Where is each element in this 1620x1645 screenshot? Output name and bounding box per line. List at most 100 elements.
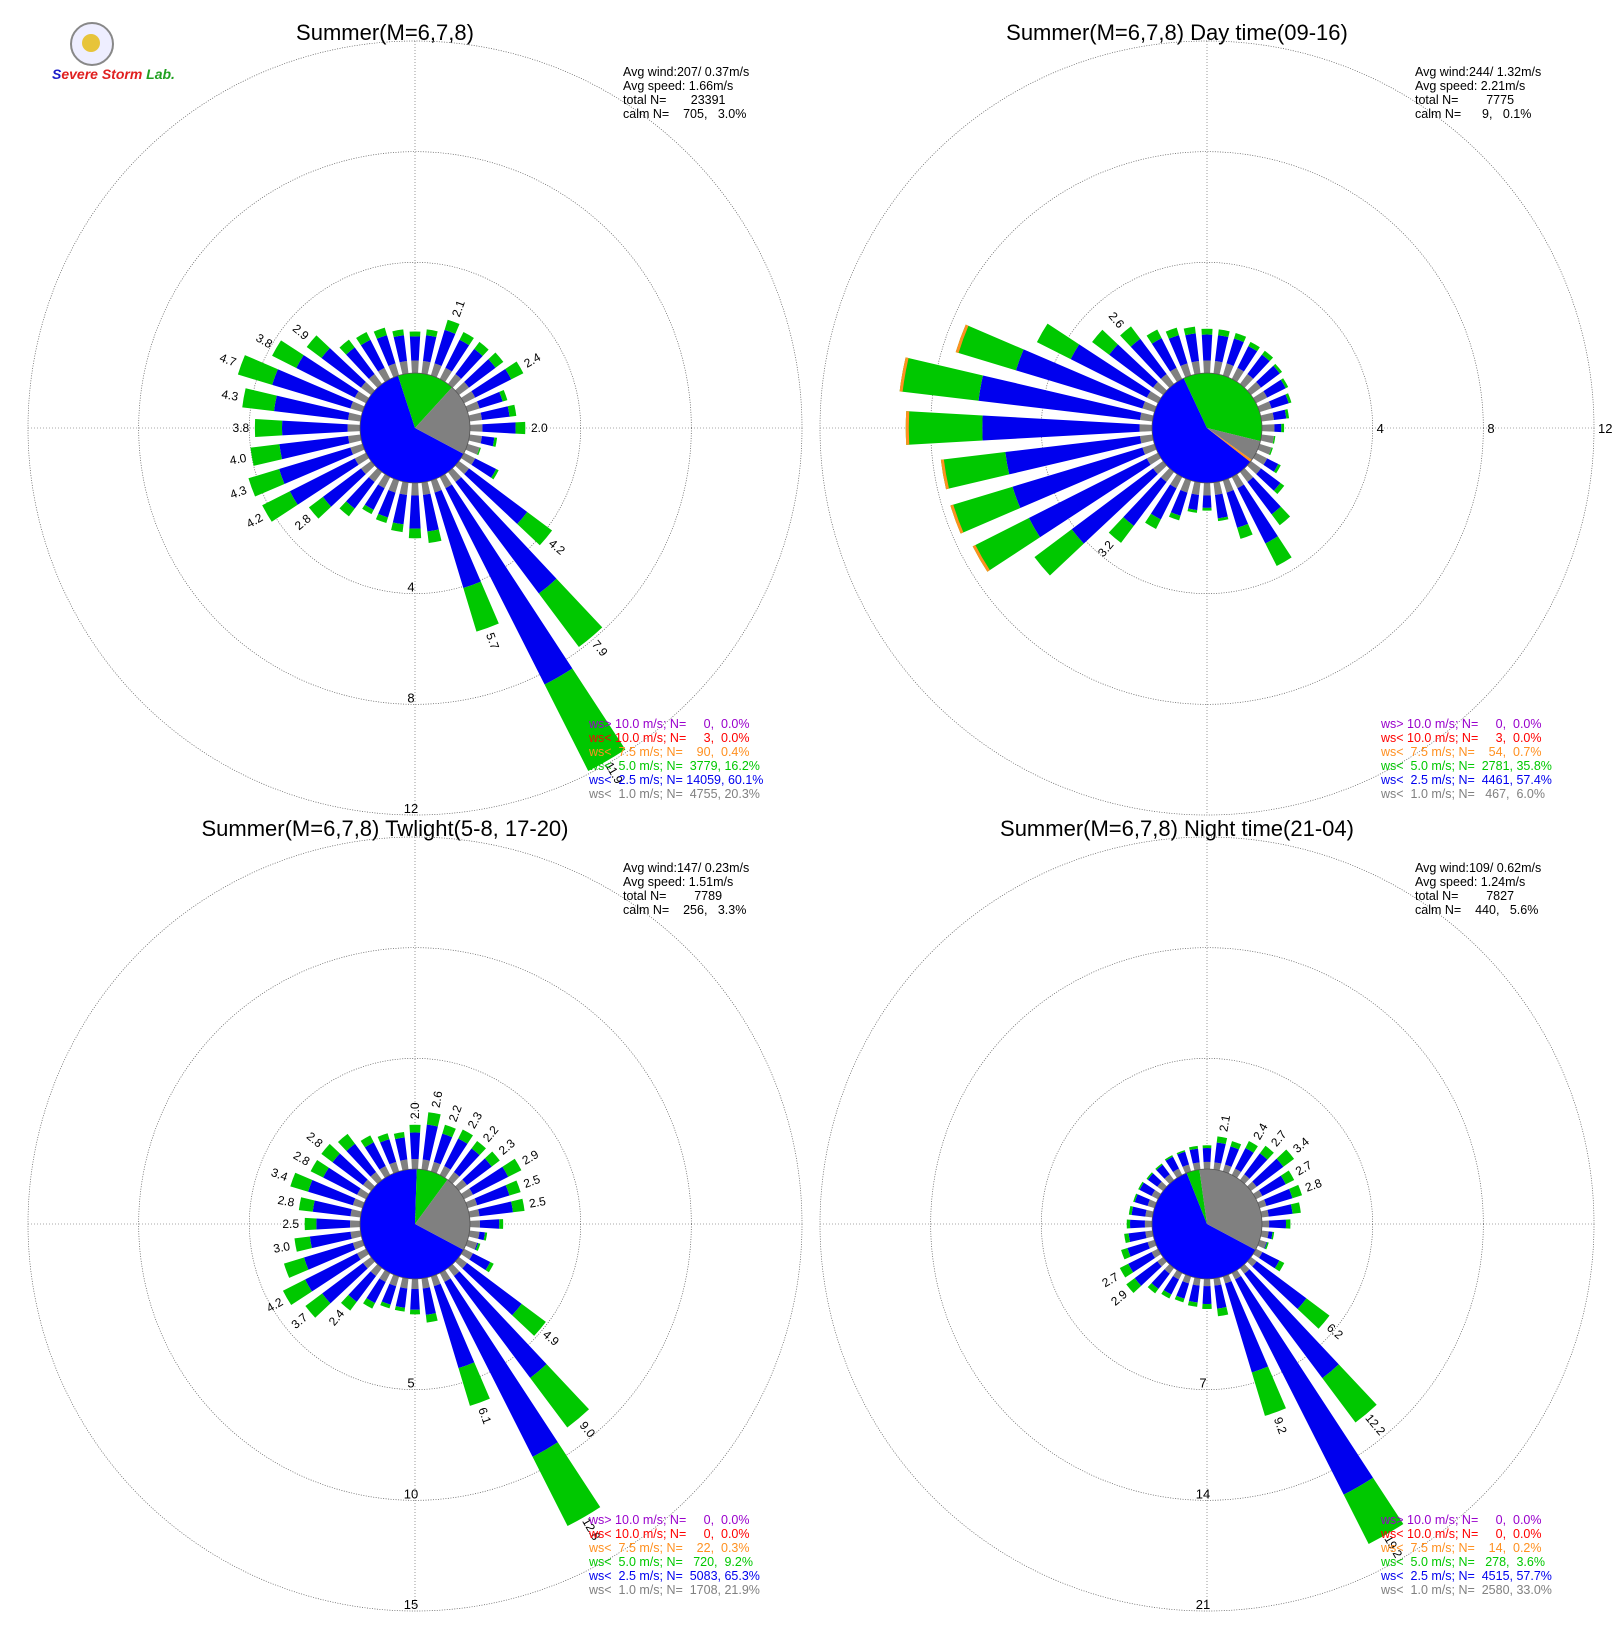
calm-pie-slice: [1207, 428, 1252, 462]
petal-segment-green: [248, 469, 285, 497]
petal-segment-blue: [309, 1231, 352, 1249]
petal-segment-green: [282, 1279, 312, 1306]
petal-segment-green: [1322, 1364, 1377, 1423]
petal-segment-green: [483, 1232, 488, 1241]
petal-segment-calm: [1261, 1220, 1270, 1228]
ring-5: [248, 1057, 582, 1391]
petal-segment-green: [484, 1151, 500, 1167]
petal-segment-green: [442, 1124, 456, 1138]
petal-segment-blue: [1252, 1261, 1307, 1310]
petal-value-label: 2.1: [1216, 1114, 1233, 1133]
petal-segment-green: [459, 331, 474, 346]
petal-segment-green: [380, 1301, 391, 1309]
petal-value-label: 6.1: [475, 1405, 494, 1426]
petal-segment-blue: [289, 458, 359, 505]
petal-segment-calm: [1192, 1162, 1201, 1171]
petal-segment-calm: [1152, 381, 1167, 396]
petal-segment-blue: [1134, 1194, 1150, 1207]
legend-entry: ws< 5.0 m/s; N= 2781, 35.8%: [1380, 759, 1552, 773]
petal-segment-calm: [411, 482, 419, 496]
petal-segment-calm: [447, 1171, 460, 1184]
petal-value-label: 4.2: [264, 1295, 286, 1316]
petal-segment-blue: [1109, 344, 1158, 388]
petal-segment-blue: [422, 1287, 436, 1315]
petal-segment-calm: [362, 1256, 375, 1269]
legend-entry: ws> 10.0 m/s; N= 0, 0.0%: [588, 717, 750, 731]
petal-segment-blue: [480, 406, 510, 421]
petal-segment-green: [499, 1219, 504, 1229]
petal-value-label: 5.7: [483, 631, 502, 652]
legend-entry: ws> 10.0 m/s; N= 0, 0.0%: [1380, 1513, 1542, 1527]
petal-segment-blue: [1202, 1286, 1212, 1305]
petal-segment-blue: [378, 489, 396, 518]
petal-segment-green: [1133, 1193, 1138, 1203]
petal-segment-green: [475, 1243, 481, 1251]
petal-segment-calm: [1170, 367, 1183, 382]
petal-segment-green: [530, 1364, 590, 1428]
petal-segment-green: [254, 419, 283, 437]
petal-segment-green: [1289, 1184, 1303, 1199]
stats-line: calm N= 256, 3.3%: [623, 903, 746, 917]
petal-segment-green: [394, 1306, 406, 1312]
petal-segment-calm: [1139, 424, 1153, 432]
petal-segment-green: [1108, 517, 1134, 543]
petal-segment-blue: [1263, 458, 1279, 472]
petal-segment-green: [425, 1313, 438, 1323]
legend-entry: ws< 7.5 m/s; N= 54, 0.7%: [1380, 745, 1542, 759]
petal-segment-green: [463, 581, 499, 632]
ring-label: 4: [1377, 421, 1384, 436]
petal-segment-green: [476, 447, 481, 456]
petal-segment-blue: [1258, 1175, 1286, 1196]
petal-segment-calm: [447, 1264, 460, 1277]
petal-segment-calm: [430, 478, 442, 493]
petal-segment-green: [1271, 1231, 1275, 1240]
stats-line: total N= 7775: [1415, 93, 1514, 107]
petal-value-label: 9.0: [577, 1419, 599, 1441]
petal-segment-blue: [1005, 435, 1142, 475]
petal-segment-green: [321, 1143, 340, 1163]
petal-segment-green: [1201, 328, 1213, 335]
legend-entry: ws< 1.0 m/s; N= 2580, 33.0%: [1380, 1583, 1552, 1597]
petal-segment-calm: [465, 443, 480, 455]
legend-entry: ws> 10.0 m/s; N= 0, 0.0%: [588, 1513, 750, 1527]
petal-segment-blue: [1130, 338, 1167, 379]
petal-segment-blue: [305, 1253, 361, 1292]
petal-segment-green: [1202, 507, 1212, 511]
petal-segment-blue: [410, 1288, 420, 1310]
petal-segment-calm: [1151, 1189, 1161, 1200]
petal-segment-blue: [479, 1219, 500, 1229]
petal-value-label: 2.3: [465, 1109, 486, 1131]
petal-segment-calm: [411, 1159, 419, 1170]
petal-segment-blue: [480, 435, 495, 447]
petal-segment-green: [1119, 1263, 1134, 1278]
petal-segment-calm: [1144, 1220, 1153, 1228]
petal-value-label: 3.7: [289, 1310, 311, 1332]
petal-segment-green: [1189, 1145, 1199, 1151]
petal-segment-calm: [1257, 443, 1272, 455]
petal-segment-orange: [905, 411, 910, 445]
university-seal-icon: [70, 22, 114, 66]
legend-entry: ws< 5.0 m/s; N= 278, 3.6%: [1380, 1555, 1545, 1569]
petal-segment-calm: [350, 1220, 361, 1228]
petal-value-label: 6.2: [1324, 1321, 1346, 1343]
petal-segment-blue: [392, 493, 408, 525]
petal-segment-calm: [1231, 367, 1244, 382]
petal-segment-calm: [378, 367, 391, 382]
petal-value-label: 3.8: [233, 421, 250, 435]
petal-value-label: 2.8: [304, 1129, 326, 1151]
petal-segment-calm: [1261, 424, 1275, 432]
petal-segment-blue: [1264, 1241, 1268, 1249]
petal-segment-blue: [1267, 1204, 1293, 1217]
petal-segment-blue: [1151, 1269, 1170, 1289]
petal-segment-calm: [1203, 1161, 1211, 1170]
petal-segment-calm: [1170, 474, 1183, 489]
windrose-panel-1: Summer(M=6,7,8)48122.12.42.04.27.911.95.…: [27, 20, 803, 816]
petal-segment-blue: [346, 1143, 377, 1177]
petal-segment-orange: [940, 459, 949, 490]
stats-line: Avg speed: 2.21m/s: [1415, 79, 1525, 93]
petal-segment-green: [1183, 326, 1196, 336]
petal-value-label: 2.9: [520, 1147, 542, 1168]
petal-segment-calm: [1172, 1270, 1183, 1280]
petal-segment-calm: [1191, 361, 1201, 375]
